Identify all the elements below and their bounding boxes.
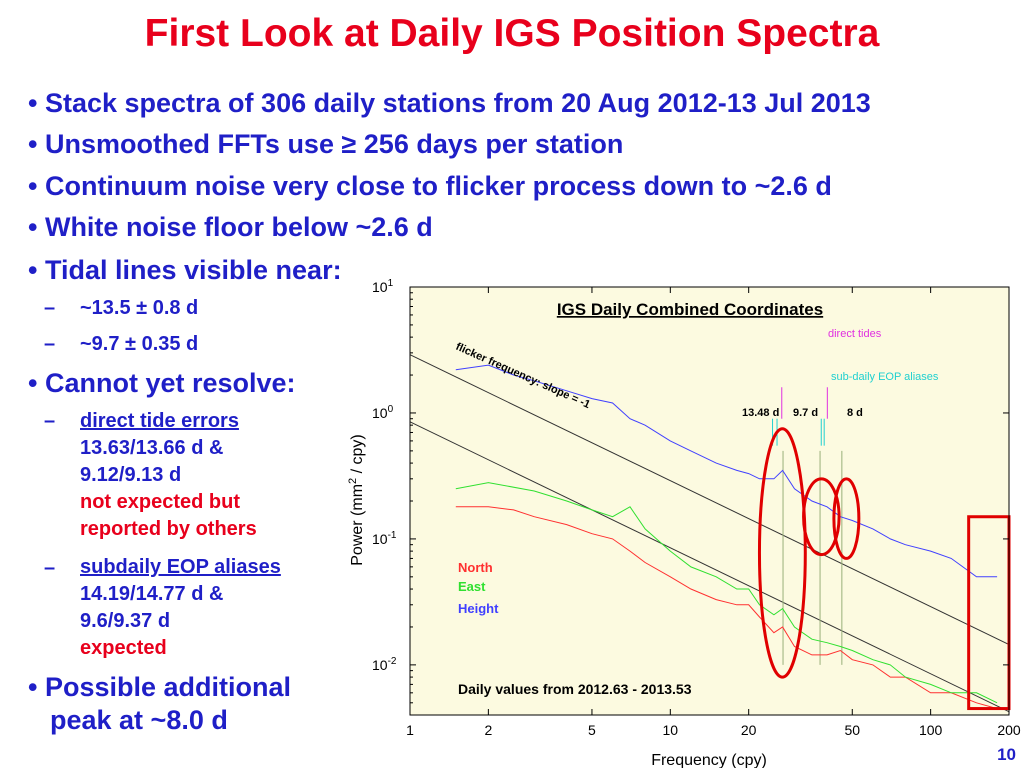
- y-label-tail: / cpy): [349, 434, 366, 478]
- eop-alias-line1: 14.19/14.77 d &: [80, 583, 224, 605]
- dash: –: [44, 557, 56, 579]
- eop-alias-line2: 9.6/9.37 d: [80, 610, 171, 632]
- bullet-tidal-lines: • Tidal lines visible near:: [28, 255, 342, 285]
- direct-tide-block: direct tide errors 13.63/13.66 d & 9.12/…: [80, 408, 257, 543]
- series-layer: [455, 364, 998, 710]
- x-tick-label: 200: [997, 722, 1021, 738]
- eop-aliases-label: sub-daily EOP aliases: [831, 371, 939, 383]
- bullet-possible-peak-cont: peak at ~8.0 d: [50, 705, 228, 735]
- axis-ticks: 1 2 5 10 20 50 100 200 101 100 10-1 10-2: [372, 278, 1021, 738]
- legend-height: Height: [458, 601, 499, 616]
- slide-title: First Look at Daily IGS Position Spectra: [144, 12, 880, 55]
- y-label-main: Power (mm: [349, 484, 366, 566]
- plot-area: [410, 287, 1009, 715]
- y-tick-label: 10-1: [372, 530, 397, 547]
- bullet-continuum-noise: • Continuum noise very close to flicker …: [28, 171, 832, 201]
- daily-values-note: Daily values from 2012.63 - 2013.53: [458, 681, 692, 697]
- legend-north: North: [458, 560, 493, 575]
- dash: –: [44, 333, 56, 355]
- legend-east: East: [458, 579, 486, 594]
- bullet-white-noise: • White noise floor below ~2.6 d: [28, 212, 433, 242]
- reference-lines: [409, 354, 1010, 713]
- dash: –: [44, 410, 56, 432]
- x-tick-label: 1: [406, 722, 414, 738]
- y-tick-label: 10-2: [372, 656, 397, 673]
- direct-tide-line2: 9.12/9.13 d: [80, 464, 182, 486]
- y-label-sup: 2: [347, 478, 359, 484]
- eop-alias-note: expected: [80, 637, 167, 659]
- highlight-ellipse: [802, 477, 841, 557]
- bullet-stack-spectra: • Stack spectra of 306 daily stations fr…: [28, 88, 871, 118]
- direct-tide-note1: not expected but: [80, 491, 241, 513]
- y-axis-label: Power (mm2 / cpy): [347, 434, 366, 565]
- peak-label-13-48: 13.48 d: [742, 407, 779, 419]
- highlight-ellipse: [832, 477, 861, 560]
- bullet-cannot-resolve: • Cannot yet resolve:: [28, 368, 296, 398]
- eop-alias-title: subdaily EOP aliases: [80, 556, 281, 578]
- y-tick-label: 101: [372, 278, 394, 295]
- direct-tide-note2: reported by others: [80, 518, 257, 540]
- x-tick-label: 5: [588, 722, 596, 738]
- eop-alias-block: subdaily EOP aliases 14.19/14.77 d & 9.6…: [80, 554, 281, 662]
- bullet-possible-peak: • Possible additional: [28, 672, 291, 702]
- series-east-line: [455, 482, 998, 704]
- highlight-ellipse: [757, 427, 807, 679]
- peak-label-9-7: 9.7 d: [793, 407, 818, 419]
- tidal-line-text: ~9.7 ± 0.35 d: [80, 333, 199, 355]
- x-axis-label: Frequency (cpy): [651, 752, 767, 768]
- bullet-unsmoothed-ffts: • Unsmoothed FFTs use ≥ 256 days per sta…: [28, 129, 624, 159]
- series-north-line: [455, 506, 998, 710]
- chart-title: IGS Daily Combined Coordinates: [557, 300, 823, 319]
- direct-tide-line1: 13.63/13.66 d &: [80, 437, 224, 459]
- y-tick-label: 100: [372, 404, 394, 421]
- direct-tide-title: direct tide errors: [80, 410, 239, 432]
- tidal-line-item: – ~9.7 ± 0.35 d: [44, 333, 198, 356]
- peak-label-8: 8 d: [847, 407, 863, 419]
- x-tick-label: 100: [919, 722, 943, 738]
- tidal-line-item: – ~13.5 ± 0.8 d: [44, 297, 198, 320]
- direct-tides-label: direct tides: [828, 328, 882, 340]
- flicker-reference-line: [409, 421, 1010, 713]
- page-number: 10: [997, 745, 1016, 764]
- flicker-reference-line: [409, 354, 1010, 646]
- x-tick-label: 20: [741, 722, 757, 738]
- dash: –: [44, 297, 56, 319]
- x-tick-label: 10: [663, 722, 679, 738]
- x-tick-label: 2: [484, 722, 492, 738]
- series-height-line: [455, 364, 998, 578]
- tidal-line-text: ~13.5 ± 0.8 d: [80, 297, 199, 319]
- x-tick-label: 50: [844, 722, 860, 738]
